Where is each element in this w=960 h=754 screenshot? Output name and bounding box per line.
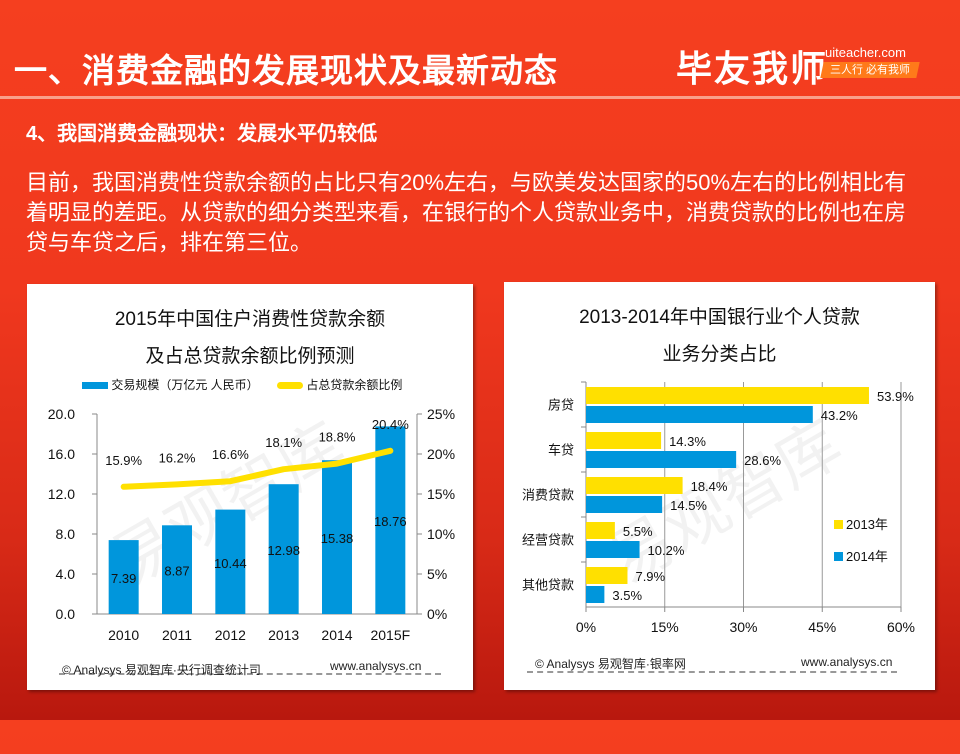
ratio-line	[120, 447, 394, 490]
slide-title: 一、消费金融的发展现状及最新动态	[14, 52, 558, 89]
y-tick-label-right: 0%	[427, 606, 447, 622]
bar-value-label: 7.9%	[635, 569, 665, 584]
y-tick-label-left: 4.0	[56, 566, 76, 582]
chart-source: © Analysys 易观智库·银率网	[535, 657, 686, 671]
category-label: 经营贷款	[522, 533, 574, 548]
y-tick-label-left: 12.0	[48, 486, 75, 502]
chart-title-line1: 2013-2014年中国银行业个人贷款	[579, 307, 860, 328]
brand-slogan-badge: 三人行 必有我师	[820, 62, 920, 78]
horizontal-bar-chart: 0% 15% 30% 45% 60% 房贷 53.9% 43.2% 车贷 14.3% 28.6% 消费…	[522, 381, 915, 635]
legend-swatch	[834, 520, 843, 529]
bar-value-label: 10.2%	[648, 543, 685, 558]
bar-value-label: 53.9%	[877, 389, 914, 404]
x-tick-label: 2014	[321, 627, 352, 643]
bar-value-label: 12.98	[267, 543, 300, 558]
combo-chart: 0.0 4.0 8.0 12.0 16.0 20.0 0% 5% 10% 15% 20% 25% 7.3…	[48, 406, 455, 643]
chart-title-line2: 业务分类占比	[662, 344, 777, 365]
x-tick-label: 2012	[215, 627, 246, 643]
bar-value-label: 18.4%	[691, 479, 728, 494]
bar-2014年	[586, 541, 640, 558]
bar	[215, 509, 246, 614]
legend-label: 占总贷款余额比例	[306, 378, 403, 392]
bar-value-label: 5.5%	[623, 524, 653, 539]
x-tick-label: 60%	[887, 619, 915, 635]
bar-value-label: 3.5%	[612, 588, 642, 603]
legend-item-line: 占总贷款余额比例	[277, 376, 402, 393]
chart-panel-bank-loans: 易观智库 2013-2014年中国银行业个人贷款 业务分类占比 0% 15% 30%…	[504, 282, 935, 690]
line-value-label: 18.1%	[265, 435, 302, 450]
category-label: 车贷	[548, 443, 574, 458]
x-tick-label: 30%	[729, 619, 757, 635]
bar	[375, 426, 406, 614]
bar-2013年	[586, 567, 628, 584]
brand-slogan: 三人行 必有我师	[829, 64, 911, 76]
y-tick-label-left: 20.0	[48, 406, 75, 422]
source-divider	[527, 671, 897, 673]
x-tick-label: 2013	[268, 627, 299, 643]
y-tick-label-right: 10%	[427, 526, 455, 542]
x-tick-label: 2010	[108, 627, 139, 643]
brand-url: uiteacher.com	[825, 45, 906, 60]
x-tick-label: 45%	[808, 619, 836, 635]
y-tick-label-left: 16.0	[48, 446, 75, 462]
category-label: 消费贷款	[522, 488, 574, 503]
bar-2013年	[586, 522, 615, 539]
bar-2014年	[586, 406, 813, 423]
line-value-label: 16.6%	[212, 447, 249, 462]
section-body: 目前，我国消费性贷款余额的占比只有20%左右，与欧美发达国家的50%左右的比例相…	[26, 170, 907, 255]
header-divider	[0, 96, 960, 99]
y-tick-label-right: 20%	[427, 446, 455, 462]
chart-source-url: www.analysys.cn	[330, 659, 422, 673]
line-value-label: 15.9%	[105, 453, 142, 468]
bar-value-label: 10.44	[214, 556, 247, 571]
bar-2013年	[586, 477, 683, 494]
bar-2013年	[586, 432, 662, 449]
line-value-label: 18.8%	[319, 430, 356, 445]
y-tick-label-right: 25%	[427, 406, 455, 422]
chart-title-line2: 及占总贷款余额比例预测	[145, 346, 355, 367]
x-tick-label: 0%	[576, 619, 596, 635]
chart-panel-consumer-loans: 易观智库 2015年中国住户消费性贷款余额 及占总贷款余额比例预测 交易规模（万…	[27, 284, 473, 690]
legend-swatch-blue	[82, 382, 108, 390]
chart-source: © Analysys 易观智库·央行调查统计司	[62, 663, 261, 677]
legend-swatch	[834, 552, 843, 561]
chart-source-url: www.analysys.cn	[801, 655, 893, 669]
brand-logo: 毕友我师	[676, 48, 829, 89]
bar-2013年	[586, 387, 869, 404]
bar-2014年	[586, 496, 663, 513]
bar	[108, 540, 139, 614]
x-tick-label: 2015F	[370, 627, 410, 643]
x-tick-label: 15%	[651, 619, 679, 635]
source-divider	[59, 673, 441, 675]
y-tick-label-left: 0.0	[56, 606, 76, 622]
legend-label: 交易规模（万亿元 人民币）	[111, 378, 259, 392]
bar-value-label: 7.39	[111, 571, 136, 586]
y-tick-label-right: 5%	[427, 566, 447, 582]
x-tick-label: 2011	[162, 627, 192, 643]
y-tick-label-right: 15%	[427, 486, 455, 502]
bar	[322, 460, 352, 614]
bar-value-label: 14.3%	[669, 434, 706, 449]
y-tick-label-left: 8.0	[56, 526, 76, 542]
bar-2014年	[586, 586, 605, 603]
bar-2014年	[586, 451, 737, 468]
bar-value-label: 18.76	[374, 514, 407, 529]
line-value-label: 20.4%	[372, 417, 409, 432]
category-label: 房贷	[548, 398, 574, 413]
bar-value-label: 14.5%	[670, 498, 707, 513]
bar-value-label: 43.2%	[821, 408, 858, 423]
legend-label: 2013年	[846, 517, 888, 532]
section-subheading: 4、我国消费金融现状：发展水平仍较低	[26, 123, 378, 145]
bar-value-label: 15.38	[321, 531, 354, 546]
legend-label: 2014年	[846, 549, 888, 564]
chart-title-line1: 2015年中国住户消费性贷款余额	[114, 309, 386, 330]
bar-value-label: 28.6%	[744, 453, 781, 468]
line-value-label: 16.2%	[159, 450, 196, 465]
category-label: 其他贷款	[522, 578, 574, 593]
bar-value-label: 8.87	[164, 564, 189, 579]
legend-swatch-yellow	[277, 382, 303, 390]
bar	[268, 484, 299, 614]
legend-item-bar: 交易规模（万亿元 人民币）	[82, 376, 259, 393]
bar	[162, 525, 192, 614]
